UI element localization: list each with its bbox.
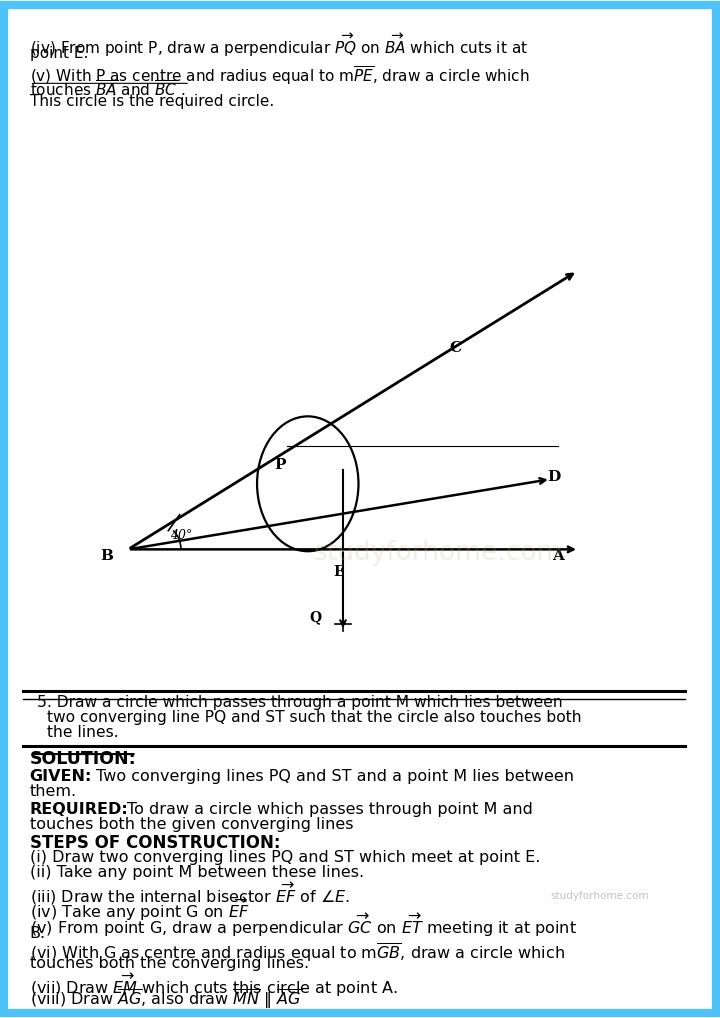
Text: To draw a circle which passes through point M and: To draw a circle which passes through po… (127, 801, 533, 816)
Text: B.: B. (30, 926, 45, 941)
Text: touches both the given converging lines: touches both the given converging lines (30, 816, 353, 832)
Text: P: P (274, 458, 285, 472)
Text: A: A (552, 549, 564, 563)
Text: STEPS OF CONSTRUCTION:: STEPS OF CONSTRUCTION: (30, 834, 280, 852)
Text: (ii) Take any point M between these lines.: (ii) Take any point M between these line… (30, 865, 364, 881)
Text: (iv) Take any point G on $\overrightarrow{EF}$: (iv) Take any point G on $\overrightarro… (30, 896, 249, 923)
Text: SOLUTION:: SOLUTION: (30, 750, 136, 768)
Text: touches $\overline{BA}$ and $\overline{BC}$ .: touches $\overline{BA}$ and $\overline{B… (30, 79, 185, 100)
Text: (vii) Draw $\overrightarrow{EM}$ which cuts this circle at point A.: (vii) Draw $\overrightarrow{EM}$ which c… (30, 971, 397, 1000)
Text: (i) Draw two converging lines PQ and ST which meet at point E.: (i) Draw two converging lines PQ and ST … (30, 850, 540, 865)
Text: D: D (548, 470, 561, 485)
Text: REQUIRED:: REQUIRED: (30, 801, 128, 816)
Text: (v) With P as centre and radius equal to m$\overline{PE}$, draw a circle which: (v) With P as centre and radius equal to… (30, 64, 529, 87)
Text: two converging line PQ and ST such that the circle also touches both: two converging line PQ and ST such that … (48, 710, 582, 725)
Text: C: C (449, 341, 462, 355)
Text: This circle is the required circle.: This circle is the required circle. (30, 95, 274, 110)
Text: point E.: point E. (30, 46, 88, 61)
Text: (vi) With G as centre and radius equal to m$\overline{GB}$, draw a circle which: (vi) With G as centre and radius equal t… (30, 942, 564, 964)
Text: them.: them. (30, 785, 77, 799)
Text: (v) From point G, draw a perpendicular $\overrightarrow{GC}$ on $\overrightarrow: (v) From point G, draw a perpendicular $… (30, 911, 577, 939)
Text: Q: Q (310, 610, 322, 624)
Text: (viii) Draw $\overline{AG}$, also draw $\overline{MN}$ $\|$ $\overline{AG}$: (viii) Draw $\overline{AG}$, also draw $… (30, 986, 302, 1011)
Text: studyforhome.com: studyforhome.com (551, 891, 649, 901)
Text: (iii) Draw the internal bisector $\overrightarrow{EF}$ of $\angle E$.: (iii) Draw the internal bisector $\overr… (30, 881, 349, 907)
Text: (iv) From point P, draw a perpendicular $\overrightarrow{PQ}$ on $\overrightarro: (iv) From point P, draw a perpendicular … (30, 32, 528, 59)
Text: Two converging lines PQ and ST and a point M lies between: Two converging lines PQ and ST and a poi… (96, 770, 574, 784)
Text: GIVEN:: GIVEN: (30, 770, 92, 784)
Text: touches both the converging lines.: touches both the converging lines. (30, 956, 309, 971)
Text: E: E (333, 565, 344, 579)
Text: 5. Draw a circle which passes through a point M which lies between: 5. Draw a circle which passes through a … (37, 695, 562, 711)
Text: B: B (101, 549, 114, 563)
Text: the lines.: the lines. (48, 725, 119, 740)
Text: 40°: 40° (170, 528, 192, 542)
Text: studyforhome.com: studyforhome.com (313, 540, 563, 566)
